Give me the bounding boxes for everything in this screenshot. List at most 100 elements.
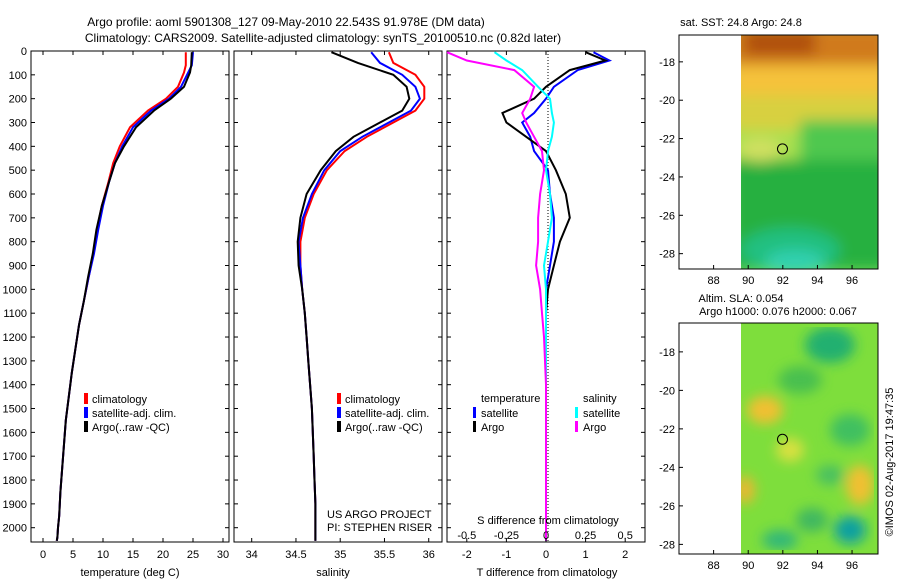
x-tick-label: 36 (423, 549, 435, 561)
map-y-tick-label: -20 (659, 385, 675, 397)
argo-location-marker (776, 143, 788, 155)
x-tick-label: 0 (543, 549, 549, 561)
imos-credit: ©IMOS 02-Aug-2017 19:47:35 (884, 388, 896, 537)
depth-tick-label: 2000 (3, 523, 27, 535)
series-line-argo-raw-qc- (296, 51, 411, 541)
pi-annotation: PI: STEPHEN RISER (327, 522, 432, 534)
difference-legend: temperature satellite Argo salinity sate… (473, 393, 620, 434)
s-diff-tick-label: 0 (543, 530, 549, 542)
series-line-climatology (55, 52, 187, 541)
depth-tick-label: 300 (9, 118, 27, 130)
depth-tick-label: 1200 (3, 332, 27, 344)
map-y-tick-label: -20 (659, 95, 675, 107)
temperature-legend: climatology satellite-adj. clim. Argo(..… (84, 393, 176, 434)
map-y-tick-label: -22 (659, 424, 675, 436)
figure-title-line1: Argo profile: aoml 5901308_127 09-May-20… (87, 15, 485, 29)
x-tick-label: 0 (40, 549, 46, 561)
salinity-axes-frame (233, 50, 443, 543)
legend-label-s-argo: Argo (583, 422, 606, 434)
t-difference-label: T difference from climatology (477, 567, 618, 579)
s-diff-tick-label: -0.25 (494, 530, 519, 542)
temperature-panel: 0100200300400500600700800900100011001200… (3, 46, 645, 579)
map-x-tick-label: 94 (811, 275, 823, 287)
sla-map-subtitle: Argo h1000: 0.076 h2000: 0.067 (699, 306, 857, 318)
depth-tick-label: 1500 (3, 404, 27, 416)
depth-tick-label: 1400 (3, 380, 27, 392)
map-y-tick-label: -18 (659, 57, 675, 69)
depth-tick-label: 200 (9, 94, 27, 106)
depth-tick-label: 1800 (3, 475, 27, 487)
legend-swatch-t-satellite (473, 407, 476, 418)
map-x-tick-label: 88 (707, 560, 719, 572)
depth-tick-label: 1300 (3, 356, 27, 368)
depth-tick-label: 700 (9, 213, 27, 225)
x-tick-label: 1 (583, 549, 589, 561)
salinity-legend: climatology satellite-adj. clim. Argo(..… (337, 393, 429, 434)
sla-map-title: Altim. SLA: 0.054 (699, 293, 784, 305)
legend-swatch-argo (337, 421, 341, 432)
legend-swatch-climatology (337, 393, 341, 404)
x-tick-label: 35 (334, 549, 346, 561)
legend-swatch-argo (84, 421, 88, 432)
sst-heatmap-image (741, 35, 878, 269)
depth-tick-label: 100 (9, 70, 27, 82)
s-diff-tick-label: -0.5 (457, 530, 476, 542)
sst-map-title: sat. SST: 24.8 Argo: 24.8 (680, 17, 802, 29)
map-y-tick-label: -18 (659, 347, 675, 359)
depth-tick-label: 400 (9, 141, 27, 153)
sst-map: sat. SST: 24.8 Argo: 24.8 88 90 92 94 96 -18… (659, 17, 879, 287)
x-tick-label: 35.5 (374, 549, 395, 561)
legend-swatch-s-satellite (575, 407, 578, 418)
map-x-tick-label: 90 (742, 560, 754, 572)
map-y-tick-label: -22 (659, 134, 675, 146)
s-diff-tick-label: 0.25 (575, 530, 596, 542)
difference-panel: -2 -1 0 1 2 -0.5 -0.25 0 0.25 0.5 S difference f… (446, 50, 646, 579)
map-x-tick-label: 94 (811, 560, 823, 572)
legend-label-satellite: satellite-adj. clim. (92, 408, 176, 420)
x-tick-label: 25 (187, 549, 199, 561)
x-tick-label: 34 (246, 549, 258, 561)
legend-label-t-satellite: satellite (481, 408, 518, 420)
map-x-tick-label: 92 (777, 560, 789, 572)
depth-tick-label: 1700 (3, 451, 27, 463)
legend-label-s-satellite: satellite (583, 408, 620, 420)
legend-swatch-satellite (337, 407, 341, 418)
sst-map-frame (678, 34, 879, 270)
figure-title-line2: Climatology: CARS2009. Satellite-adjuste… (85, 31, 561, 45)
x-tick-label: 2 (622, 549, 628, 561)
depth-tick-label: 900 (9, 261, 27, 273)
series-line-satellite-adj-clim- (297, 51, 422, 541)
map-x-tick-label: 90 (742, 275, 754, 287)
x-tick-label: 20 (157, 549, 169, 561)
depth-tick-label: 1600 (3, 427, 27, 439)
legend-label-argo: Argo(..raw -QC) (345, 422, 423, 434)
legend-swatch-climatology (84, 393, 88, 404)
legend-title-temperature: temperature (481, 393, 540, 405)
map-x-tick-label: 92 (777, 275, 789, 287)
legend-label-climatology: climatology (92, 394, 148, 406)
sla-map-frame (678, 322, 879, 555)
s-difference-label: S difference from climatology (477, 515, 619, 527)
s-diff-tick-label: 0.5 (618, 530, 633, 542)
legend-swatch-s-argo (575, 421, 578, 432)
legend-label-satellite: satellite-adj. clim. (345, 408, 429, 420)
temperature-axes-frame (30, 50, 230, 543)
map-y-tick-label: -28 (659, 539, 675, 551)
depth-tick-label: 0 (21, 46, 27, 58)
salinity-x-label: salinity (316, 567, 350, 579)
temperature-x-label: temperature (deg C) (80, 567, 179, 579)
x-tick-label: -1 (502, 549, 512, 561)
map-x-tick-label: 88 (707, 275, 719, 287)
legend-title-salinity: salinity (583, 393, 617, 405)
depth-tick-label: 1900 (3, 499, 27, 511)
x-tick-label: -2 (462, 549, 472, 561)
sla-map: Altim. SLA: 0.054 Argo h1000: 0.076 h200… (659, 293, 879, 572)
map-y-tick-label: -26 (659, 210, 675, 222)
x-tick-label: 15 (127, 549, 139, 561)
depth-tick-label: 1000 (3, 284, 27, 296)
salinity-panel: 34 34.5 35 35.5 36 salinity climatology sate… (233, 50, 443, 579)
legend-label-argo: Argo(..raw -QC) (92, 422, 170, 434)
project-annotation: US ARGO PROJECT (327, 509, 432, 521)
series-line-t-satellite (520, 51, 613, 541)
